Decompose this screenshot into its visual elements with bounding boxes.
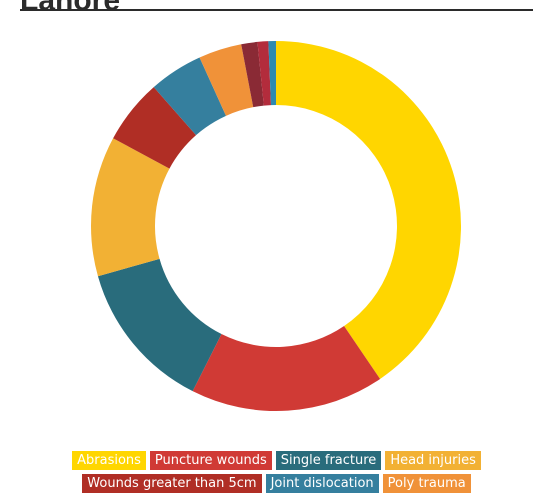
donut-slices bbox=[91, 41, 462, 411]
page-title: Lahore bbox=[20, 0, 121, 17]
donut-slice[interactable] bbox=[153, 57, 227, 136]
donut-slice[interactable] bbox=[257, 41, 271, 106]
legend-item-head-injuries[interactable]: Head injuries bbox=[385, 451, 481, 470]
title-divider bbox=[20, 9, 533, 11]
donut-slice[interactable] bbox=[113, 87, 197, 169]
donut-slice[interactable] bbox=[268, 41, 276, 106]
donut-chart bbox=[91, 41, 462, 411]
donut-slice[interactable] bbox=[97, 258, 222, 392]
donut-slice[interactable] bbox=[192, 326, 381, 411]
donut-slice[interactable] bbox=[91, 138, 170, 277]
legend-item-abrasions[interactable]: Abrasions bbox=[72, 451, 146, 470]
donut-slice[interactable] bbox=[276, 41, 462, 379]
legend-row: Wounds greater than 5cm Joint dislocatio… bbox=[20, 474, 533, 493]
legend-item-poly-trauma[interactable]: Poly trauma bbox=[382, 474, 471, 493]
donut-slice[interactable] bbox=[199, 44, 254, 116]
legend-item-joint-dislocation[interactable]: Joint dislocation bbox=[265, 474, 379, 493]
donut-slice[interactable] bbox=[241, 41, 264, 108]
legend-item-single-fracture[interactable]: Single fracture bbox=[275, 451, 382, 470]
legend-row: Abrasions Puncture wounds Single fractur… bbox=[20, 451, 533, 470]
legend-item-puncture-wounds[interactable]: Puncture wounds bbox=[149, 451, 272, 470]
chart-legend: Abrasions Puncture wounds Single fractur… bbox=[20, 451, 533, 497]
legend-item-wounds-greater-than-5cm[interactable]: Wounds greater than 5cm bbox=[82, 474, 262, 493]
